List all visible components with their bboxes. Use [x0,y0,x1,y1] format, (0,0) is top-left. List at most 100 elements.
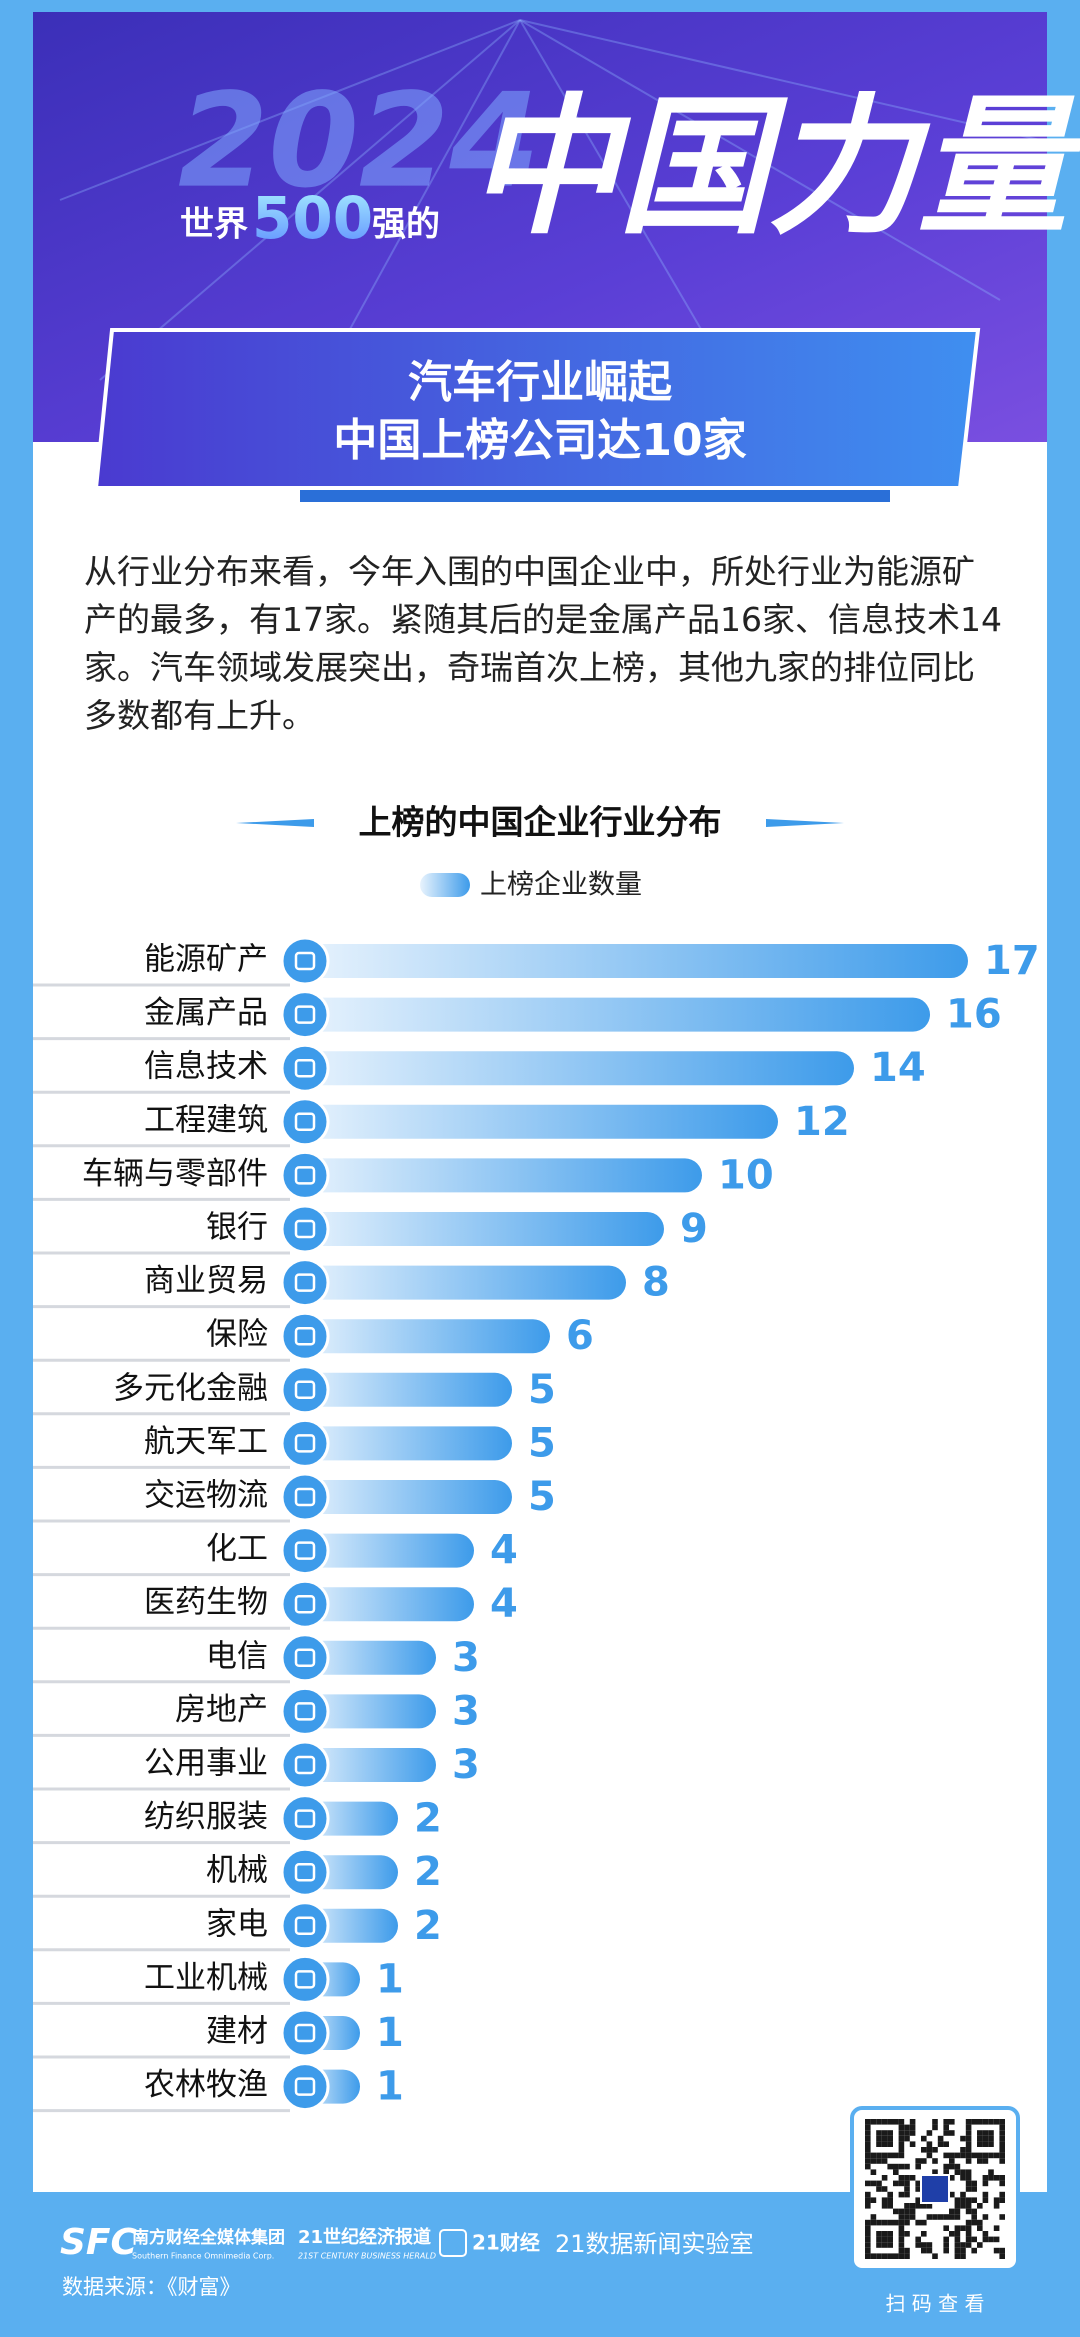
qr-cell [876,2152,882,2159]
category-label: 保险 [206,1317,268,1353]
row-strip [33,1957,293,2002]
qr-cell [876,2158,882,2164]
qr-cell [926,2214,933,2220]
qr-cell [949,2119,955,2125]
qr-cell [993,2236,1000,2243]
qr-cell [904,2231,910,2237]
qr-cell [865,2130,871,2136]
bar [300,1694,436,1729]
qr-cell [881,2175,888,2181]
bar [300,1372,512,1407]
qr-cell [865,2158,871,2164]
qr-cell [926,2141,933,2147]
qr-cell [954,2203,961,2209]
qr-cell [971,2219,977,2226]
qr-cell [954,2208,961,2215]
qr-cell [971,2152,977,2159]
qr-cell [915,2180,921,2187]
icon-glyph [294,2077,316,2096]
qr-cell [881,2152,888,2159]
qr-cell [960,2247,966,2254]
year: 2024 [178,65,540,217]
qr-cell [915,2186,921,2192]
qr-cell [993,2247,1000,2254]
qr-cell [876,2135,882,2142]
qr-cell [915,2242,921,2248]
category-icon [280,2008,330,2058]
qr-cell [876,2119,882,2125]
data-label: 3 [452,1742,480,1788]
qr-cell [876,2236,882,2243]
qr-cell [921,2247,927,2254]
qr-cell [971,2180,977,2187]
qr-cell [949,2191,955,2198]
qr-cell [993,2197,1000,2203]
qr-cell [876,2186,882,2192]
qr-cell [960,2191,966,2198]
qr-cell [954,2231,961,2237]
category-label: 电信 [206,1638,268,1674]
bar [300,1104,778,1139]
qr-cell [932,2253,938,2259]
qr-cell [876,2242,882,2248]
qr-cell [943,2141,949,2147]
qr-cell [881,2197,888,2203]
qr-cell [893,2208,899,2215]
row-strip [33,1207,293,1251]
qr-cell [865,2180,871,2187]
icon-glyph [294,1326,316,1346]
data-label: 14 [870,1045,926,1091]
qr-cell [999,2191,1005,2198]
title-deco [236,819,314,827]
bar [300,1748,436,1782]
category-icon [280,1258,330,1308]
qr-cell [960,2147,966,2153]
qr-cell [887,2253,893,2259]
category-label: 商业贸易 [144,1263,268,1299]
qr-cell [982,2214,989,2220]
icon-glyph [294,1594,316,1614]
data-label: 3 [452,1635,480,1681]
qr-cell [909,2214,916,2220]
qr-cell [887,2197,893,2203]
qr-cell [993,2225,1000,2231]
qr-cell [982,2135,989,2142]
qr-cell [960,2225,966,2231]
bar [300,1533,474,1568]
qr-cell [904,2186,910,2192]
row-strip [33,1421,293,1466]
qr-cell [881,2203,888,2209]
qr-cell [960,2175,966,2181]
qr-cell [999,2197,1005,2203]
qr-cell [870,2158,877,2164]
qr-cell [921,2135,927,2142]
category-label: 车辆与零部件 [82,1156,268,1192]
qr-cell [904,2219,910,2226]
logo-name: 21财经 [472,2231,540,2255]
qr-cell [887,2231,893,2237]
scan-hint: 扫 码 查 看 [885,2292,984,2316]
row-strip [33,1689,293,1734]
qr-cell [949,2214,955,2220]
icon-glyph [294,1058,316,1078]
qr-cell [999,2147,1005,2153]
qr-cell [971,2208,977,2215]
qr-cell [982,2236,989,2243]
qr-cell [965,2186,972,2192]
banner-line: 中国上榜公司达10家 [333,415,746,466]
logo: SFC [60,2222,138,2263]
bar [300,1640,436,1675]
qr-cell [949,2163,955,2170]
qr-cell [893,2152,899,2159]
qr-cell [977,2152,983,2159]
qr-cell [971,2186,977,2192]
qr-cell [999,2130,1005,2136]
qr-cell [943,2214,949,2220]
category-icon [280,990,330,1040]
qr-cell [870,2253,877,2259]
qr-cell [949,2208,955,2215]
qr-cell [898,2219,905,2226]
qr-cell [999,2158,1005,2164]
row-strip [33,1367,293,1412]
qr-cell [937,2214,944,2220]
